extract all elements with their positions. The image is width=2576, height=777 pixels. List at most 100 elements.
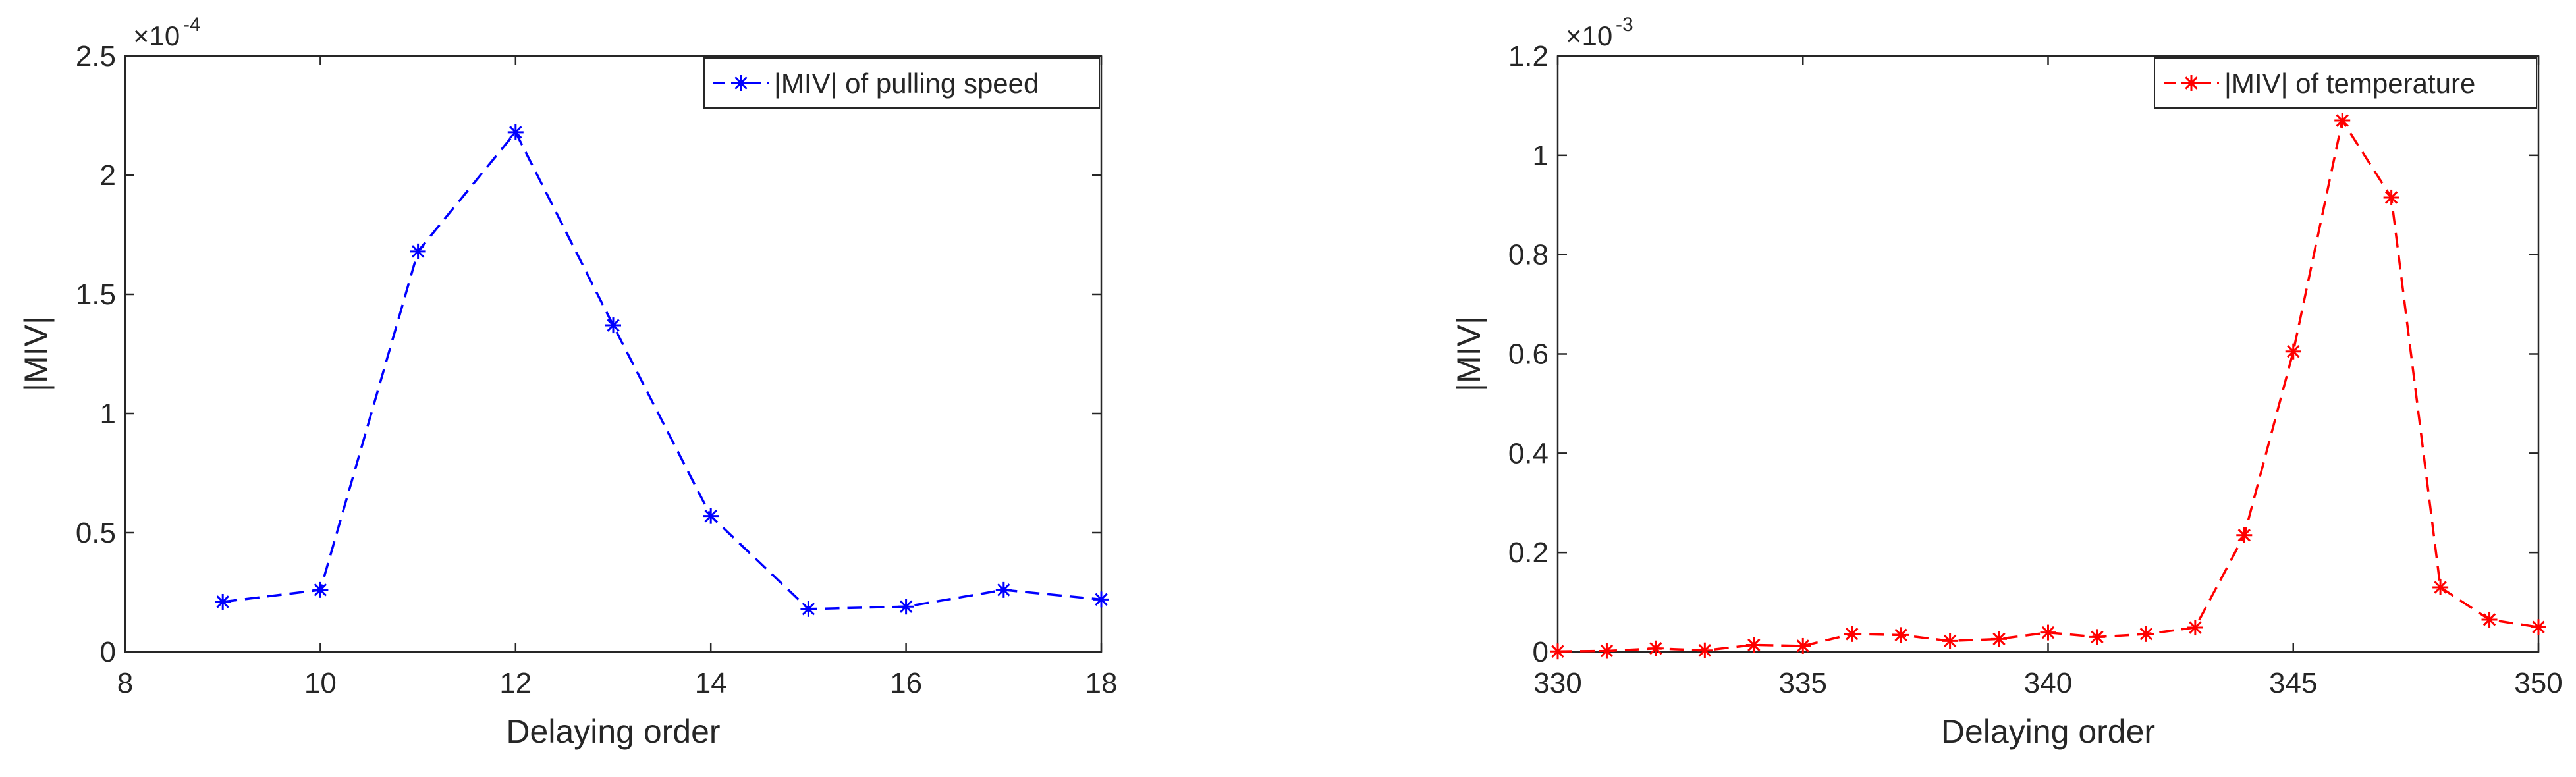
marker-stroke xyxy=(314,583,327,597)
marker-stroke xyxy=(899,600,913,613)
marker-stroke xyxy=(802,603,815,616)
data-point-marker xyxy=(703,508,719,524)
x-tick-label: 335 xyxy=(1779,667,1827,699)
x-tick-label: 340 xyxy=(2024,667,2072,699)
plot-area-box xyxy=(124,55,1103,653)
data-point-marker xyxy=(1647,640,1664,656)
data-point-marker xyxy=(1599,643,1615,659)
y-tick-label: 0.6 xyxy=(1508,338,1548,371)
x-tick-label: 330 xyxy=(1533,667,1581,699)
x-tick-label: 18 xyxy=(1085,667,1118,699)
marker-stroke xyxy=(607,319,620,332)
marker-stroke xyxy=(2237,529,2251,542)
marker-stroke xyxy=(2189,621,2202,634)
y-tick-label: 1 xyxy=(1533,140,1548,172)
data-point-marker xyxy=(2531,619,2546,635)
data-point-marker xyxy=(1942,633,1958,649)
x-tick-label: 12 xyxy=(499,667,532,699)
data-point-marker xyxy=(1697,642,1713,658)
data-point-marker xyxy=(2285,343,2301,360)
legend-marker-stroke xyxy=(734,76,748,90)
data-point-marker xyxy=(2187,620,2203,636)
data-point-marker xyxy=(215,593,231,610)
data-point-marker xyxy=(800,601,817,617)
axis-exponent-label: ×10 xyxy=(133,20,180,51)
axis-exponent-label: ×10 xyxy=(1566,20,1612,51)
data-point-marker xyxy=(898,599,914,615)
x-tick-label: 350 xyxy=(2514,667,2562,699)
marker-stroke xyxy=(2287,345,2300,358)
legend: |MIV| of temperature xyxy=(2154,57,2537,109)
data-point-marker xyxy=(1844,626,1860,642)
y-tick-label: 1.2 xyxy=(1508,40,1548,72)
legend-label: |MIV| of pulling speed xyxy=(774,68,1039,99)
marker-stroke xyxy=(2139,628,2153,641)
marker-stroke xyxy=(2336,114,2349,127)
y-tick-label: 0.2 xyxy=(1508,537,1548,569)
x-tick-label: 345 xyxy=(2269,667,2317,699)
marker-stroke xyxy=(997,583,1010,597)
marker-stroke xyxy=(1649,642,1662,655)
x-tick-label: 14 xyxy=(695,667,727,699)
y-tick-label: 1.5 xyxy=(76,279,116,311)
x-tick-label: 8 xyxy=(117,667,133,699)
legend: |MIV| of pulling speed xyxy=(703,57,1100,109)
y-axis-label: |MIV| xyxy=(1450,316,1487,392)
data-point-marker xyxy=(2383,189,2399,205)
data-point-marker xyxy=(410,243,426,259)
axis-exponent-power: -4 xyxy=(183,14,201,36)
marker-stroke xyxy=(1796,639,1809,653)
data-point-marker xyxy=(2040,624,2056,641)
y-tick-label: 0.5 xyxy=(76,517,116,549)
legend-box xyxy=(703,57,1100,109)
data-point-marker xyxy=(2481,611,2498,628)
marker-stroke xyxy=(1992,632,2006,646)
marker-stroke xyxy=(2434,581,2447,594)
axis-exponent-power: -3 xyxy=(1616,14,1633,36)
legend-label: |MIV| of temperature xyxy=(2224,68,2475,99)
marker-stroke xyxy=(1698,644,1712,657)
marker-stroke xyxy=(1095,593,1108,606)
plot-area-box xyxy=(1556,55,2540,653)
marker-stroke xyxy=(1600,644,1614,658)
y-tick-label: 0 xyxy=(100,636,116,668)
y-tick-label: 2.5 xyxy=(76,40,116,72)
chart-2: 330 335 340 345 350 0 0.2 0.4 0.6 0.8 1 1.2 ×10 -3 Del… xyxy=(1450,14,2563,750)
marker-stroke xyxy=(1551,645,1564,658)
data-point-marker xyxy=(2138,626,2154,642)
x-tick-label: 16 xyxy=(890,667,922,699)
data-point-marker xyxy=(1745,637,1762,653)
data-point-marker xyxy=(507,124,524,140)
y-tick-label: 0.8 xyxy=(1508,239,1548,271)
marker-stroke xyxy=(2532,620,2545,633)
marker-stroke xyxy=(2384,191,2398,204)
y-tick-label: 0.4 xyxy=(1508,437,1548,469)
series-line xyxy=(222,130,1102,610)
data-point-marker xyxy=(2334,113,2351,129)
data-point-marker xyxy=(2432,579,2449,595)
marker-stroke xyxy=(1747,638,1761,652)
data-point-marker xyxy=(1795,637,1811,654)
y-axis-label: |MIV| xyxy=(18,316,55,392)
data-point-marker xyxy=(995,581,1012,598)
data-point-marker xyxy=(1093,591,1109,608)
marker-stroke xyxy=(411,245,425,258)
x-tick-label: 10 xyxy=(304,667,337,699)
data-point-marker xyxy=(605,317,621,334)
data-point-marker xyxy=(1893,627,1909,643)
marker-stroke xyxy=(2482,613,2496,626)
legend-marker-stroke xyxy=(2185,76,2198,90)
marker-stroke xyxy=(509,126,522,139)
y-tick-label: 2 xyxy=(100,159,116,192)
marker-stroke xyxy=(1894,628,1907,642)
marker-stroke xyxy=(704,509,717,523)
data-point-marker xyxy=(2236,527,2253,543)
y-tick-label: 1 xyxy=(100,398,116,430)
data-point-marker xyxy=(312,581,329,598)
x-axis-label: Delaying order xyxy=(1941,713,2155,750)
y-tick-label: 0 xyxy=(1533,636,1548,668)
marker-stroke xyxy=(1943,634,1957,648)
marker-stroke xyxy=(216,595,229,608)
chart-1: 8 10 12 14 16 18 0 0.5 1 1.5 2 2.5 ×10 -4 Delaying ord… xyxy=(18,14,1117,750)
